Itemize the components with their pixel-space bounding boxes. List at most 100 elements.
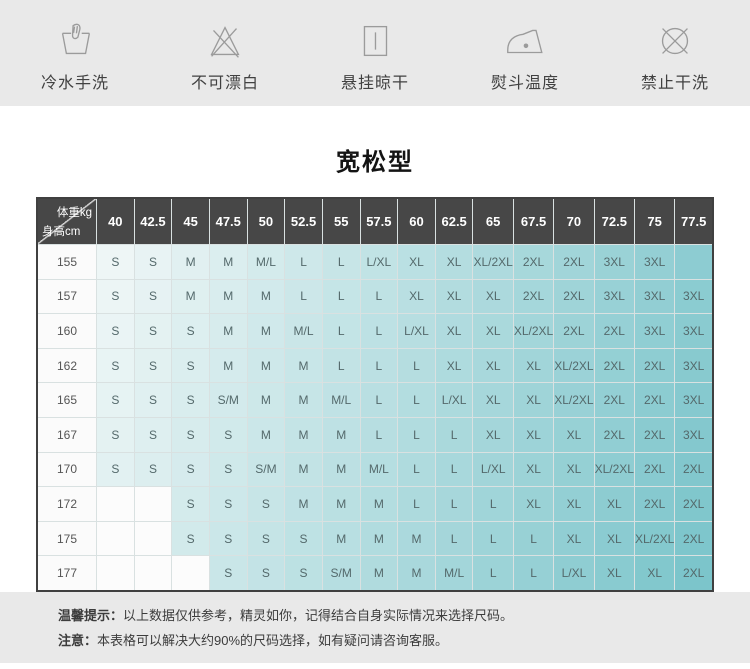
- size-cell: XL: [554, 417, 594, 452]
- size-cell: L: [360, 314, 398, 348]
- size-cell: M: [209, 279, 247, 314]
- note-warning: 注意：本表格可以解决大约90%的尺码选择，如有疑问请咨询客服。: [58, 628, 720, 653]
- size-cell: XL/2XL: [634, 521, 675, 556]
- size-cell: S: [97, 314, 134, 348]
- size-cell: L: [285, 245, 322, 279]
- note-warning-prefix: 注意：: [58, 632, 98, 648]
- size-cell: S: [134, 245, 172, 279]
- size-cell: L/XL: [360, 245, 398, 279]
- size-cell: M: [247, 348, 285, 383]
- size-cell: 2XL: [675, 521, 712, 556]
- care-item-no-dry-clean: 禁止干洗: [600, 14, 750, 93]
- size-cell: [97, 556, 134, 590]
- size-cell: S: [97, 452, 134, 487]
- size-cell: XL: [473, 279, 513, 314]
- size-cell: S: [97, 383, 134, 417]
- size-cell: 3XL: [594, 245, 634, 279]
- size-cell: S: [172, 452, 209, 487]
- size-cell: 2XL: [634, 383, 675, 417]
- size-cell: XL: [554, 521, 594, 556]
- size-cell: XL: [554, 452, 594, 487]
- weight-header-cell: 40: [97, 199, 134, 244]
- size-cell: XL: [513, 348, 554, 383]
- weight-header-cell: 67.5: [513, 199, 554, 244]
- size-cell: L: [360, 417, 398, 452]
- size-cell: L/XL: [473, 452, 513, 487]
- height-cell: 170: [38, 452, 96, 487]
- size-cell: M: [172, 279, 209, 314]
- size-cell: 2XL: [675, 487, 712, 521]
- size-cell: L: [398, 452, 435, 487]
- note-warning-text: 本表格可以解决大约90%的尺码选择，如有疑问请咨询客服。: [97, 632, 449, 648]
- size-cell: XL: [513, 452, 554, 487]
- size-cell: L: [435, 521, 473, 556]
- size-cell: 2XL: [554, 245, 594, 279]
- height-cell: 155: [38, 245, 96, 279]
- size-cell: XL: [435, 314, 473, 348]
- size-cell: L/XL: [435, 383, 473, 417]
- size-cell: XL: [634, 556, 675, 590]
- size-chart-title: 宽松型: [336, 149, 414, 176]
- size-cell: XL/2XL: [513, 314, 554, 348]
- size-cell: 3XL: [675, 348, 712, 383]
- size-cell: M: [360, 556, 398, 590]
- size-cell: L: [322, 245, 360, 279]
- size-cell: M: [322, 417, 360, 452]
- care-label: 熨斗温度: [490, 74, 559, 92]
- size-cell: S: [172, 348, 209, 383]
- size-cell: L: [285, 279, 322, 314]
- size-cell: M/L: [360, 452, 398, 487]
- weight-header-cell: 75: [634, 199, 675, 244]
- care-label: 禁止干洗: [640, 74, 709, 92]
- height-cell: 175: [38, 521, 96, 556]
- size-cell: XL: [513, 383, 554, 417]
- size-cell: M: [247, 314, 285, 348]
- size-cell: [675, 245, 712, 279]
- size-cell: XL: [513, 487, 554, 521]
- hang-dry-icon: [363, 25, 388, 56]
- size-cell: L: [322, 314, 360, 348]
- size-cell: L/XL: [554, 556, 594, 590]
- size-table: 体重kg 身高cm 40 42.5 45 47.5 50 52.5 55 57.5 60 62.5 65…: [36, 197, 714, 592]
- height-cell: 157: [38, 279, 96, 314]
- size-cell: M: [285, 383, 322, 417]
- size-cell: 3XL: [634, 279, 675, 314]
- size-cell: XL: [473, 417, 513, 452]
- size-cell: XL/2XL: [473, 245, 513, 279]
- size-cell: XL/2XL: [554, 348, 594, 383]
- size-cell: 2XL: [513, 245, 554, 279]
- no-bleach-icon: [210, 25, 240, 58]
- size-cell: M: [285, 348, 322, 383]
- size-cell: L/XL: [398, 314, 435, 348]
- size-cell: M: [322, 521, 360, 556]
- weight-header-cell: 42.5: [134, 199, 172, 244]
- size-cell: M: [172, 245, 209, 279]
- size-cell: L: [360, 348, 398, 383]
- size-cell: M: [285, 452, 322, 487]
- weight-header-cell: 65: [473, 199, 513, 244]
- size-cell: L: [435, 487, 473, 521]
- weight-header-cell: 57.5: [360, 199, 398, 244]
- iron-temperature-icon: [507, 29, 543, 53]
- size-cell: M: [285, 487, 322, 521]
- size-cell: S: [209, 417, 247, 452]
- size-cell: S: [97, 417, 134, 452]
- size-cell: S: [134, 314, 172, 348]
- care-label: 悬挂晾干: [340, 74, 409, 92]
- weight-header-cell: 70: [554, 199, 594, 244]
- size-cell: M: [247, 383, 285, 417]
- weight-header-cell: 52.5: [285, 199, 322, 244]
- size-cell: S/M: [247, 452, 285, 487]
- size-cell: M/L: [285, 314, 322, 348]
- size-cell: XL/2XL: [554, 383, 594, 417]
- height-cell: 162: [38, 348, 96, 383]
- care-label: 冷水手洗: [40, 74, 109, 92]
- size-cell: S: [247, 521, 285, 556]
- weight-header-cell: 55: [322, 199, 360, 244]
- size-cell: M: [398, 556, 435, 590]
- size-cell: S: [172, 383, 209, 417]
- size-cell: L: [360, 279, 398, 314]
- table-corner-cell: 体重kg 身高cm: [38, 199, 96, 244]
- height-cell: 160: [38, 314, 96, 348]
- size-cell: L: [360, 383, 398, 417]
